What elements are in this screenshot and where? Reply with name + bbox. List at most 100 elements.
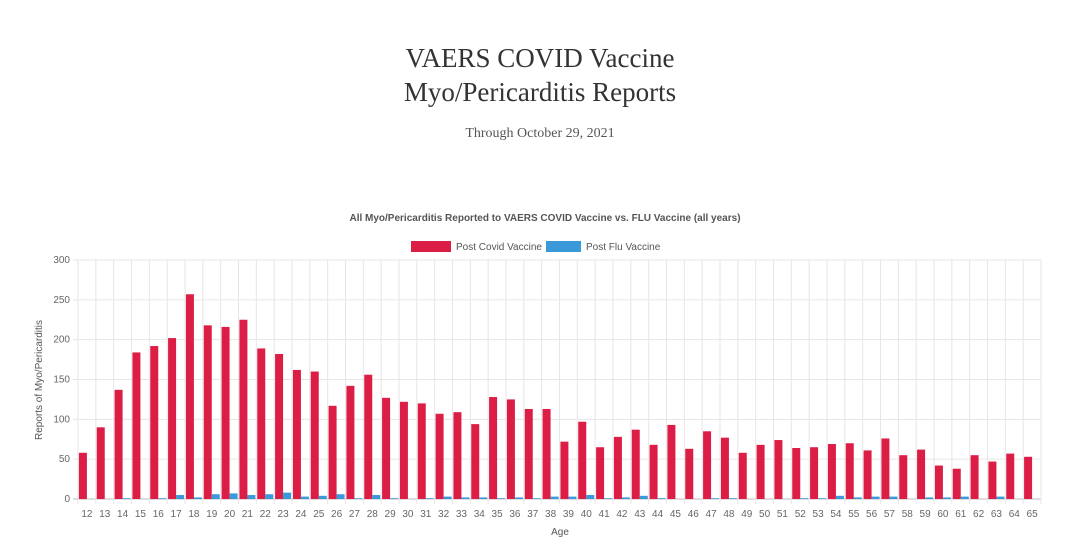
x-tick-label: 22 <box>260 509 272 520</box>
chart-title: All Myo/Pericarditis Reported to VAERS C… <box>349 213 740 224</box>
bar-flu <box>479 497 488 499</box>
bar-covid <box>596 447 605 499</box>
bar-covid <box>738 452 747 499</box>
x-tick-label: 58 <box>902 509 914 520</box>
x-tick-label: 35 <box>492 509 504 520</box>
bar-flu <box>300 496 309 499</box>
x-tick-label: 50 <box>759 509 771 520</box>
x-tick-label: 55 <box>848 509 860 520</box>
bar-flu <box>354 498 363 499</box>
y-axis-label: Reports of Myo/Pericarditis <box>34 320 45 440</box>
bar-flu <box>835 495 844 499</box>
bar-covid <box>863 450 872 499</box>
x-tick-label: 44 <box>652 509 664 520</box>
legend-label-flu: Post Flu Vaccine <box>586 242 661 253</box>
x-tick-label: 59 <box>920 509 932 520</box>
x-tick-label: 28 <box>367 509 379 520</box>
bar-flu <box>390 498 399 499</box>
x-tick-label: 45 <box>670 509 682 520</box>
bar-covid <box>150 346 159 499</box>
bar-flu <box>211 494 220 499</box>
y-tick-label: 250 <box>53 295 70 306</box>
x-tick-label: 21 <box>242 509 254 520</box>
x-tick-label: 60 <box>937 509 949 520</box>
x-tick-label: 31 <box>420 509 432 520</box>
x-tick-label: 15 <box>135 509 147 520</box>
x-tick-label: 41 <box>599 509 611 520</box>
bar-flu <box>639 495 648 499</box>
bar-flu <box>176 495 185 499</box>
bar-covid <box>471 424 480 499</box>
bar-flu <box>889 496 898 499</box>
x-tick-label: 34 <box>474 509 486 520</box>
x-tick-label: 33 <box>456 509 468 520</box>
x-tick-label: 54 <box>830 509 842 520</box>
bar-covid <box>185 294 194 499</box>
bar-flu <box>122 498 131 499</box>
bar-covid <box>613 436 622 499</box>
x-tick-label: 19 <box>206 509 218 520</box>
bar-covid <box>132 352 141 499</box>
x-tick-label: 43 <box>634 509 646 520</box>
bar-covid <box>506 399 515 499</box>
x-tick-label: 61 <box>955 509 967 520</box>
x-tick-label: 46 <box>688 509 700 520</box>
bar-flu <box>604 498 613 499</box>
bar-flu <box>586 495 595 499</box>
x-tick-label: 49 <box>741 509 753 520</box>
bar-covid <box>292 369 301 499</box>
legend-item-flu[interactable]: Post Flu Vaccine <box>546 241 661 253</box>
bar-flu <box>193 497 202 499</box>
x-tick-label: 25 <box>313 509 325 520</box>
x-tick-label: 27 <box>349 509 361 520</box>
bar-covid <box>382 397 391 499</box>
x-tick-label: 52 <box>795 509 807 520</box>
bar-covid <box>827 444 836 499</box>
bar-covid <box>934 465 943 499</box>
bar-covid <box>257 348 266 499</box>
x-tick-label: 39 <box>563 509 575 520</box>
x-tick-label: 14 <box>117 509 129 520</box>
bar-flu <box>728 498 737 499</box>
bar-flu <box>372 495 381 499</box>
bar-covid <box>203 325 212 499</box>
y-tick-label: 300 <box>53 255 70 266</box>
x-tick-label: 51 <box>777 509 789 520</box>
x-tick-label: 30 <box>402 509 414 520</box>
y-tick-label: 0 <box>64 494 70 505</box>
x-tick-label: 24 <box>295 509 307 520</box>
x-tick-label: 12 <box>81 509 93 520</box>
bar-flu <box>461 497 470 499</box>
legend: Post Covid Vaccine Post Flu Vaccine <box>411 241 661 253</box>
legend-item-covid[interactable]: Post Covid Vaccine <box>411 241 542 253</box>
bar-covid <box>1006 453 1015 499</box>
y-tick-label: 150 <box>53 375 70 386</box>
bar-flu <box>942 497 951 499</box>
bar-covid <box>275 354 284 499</box>
bar-flu <box>443 496 452 499</box>
bar-covid <box>310 371 319 499</box>
bar-covid <box>168 338 177 499</box>
bar-flu <box>283 492 292 499</box>
bar-covid <box>114 389 123 499</box>
page-title-line2: Myo/Pericarditis Reports <box>403 77 677 107</box>
bar-covid <box>845 443 854 499</box>
x-tick-label: 65 <box>1027 509 1039 520</box>
bar-covid <box>685 448 694 499</box>
bar-flu <box>336 494 345 499</box>
y-tick-label: 50 <box>59 454 71 465</box>
x-tick-label: 47 <box>706 509 718 520</box>
x-tick-label: 53 <box>813 509 825 520</box>
bar-flu <box>568 496 577 499</box>
x-tick-label: 26 <box>331 509 343 520</box>
bar-flu <box>657 498 666 499</box>
bar-flu <box>265 494 274 499</box>
bar-flu <box>818 498 827 499</box>
bar-covid <box>524 408 533 499</box>
x-tick-label: 13 <box>99 509 111 520</box>
x-tick-label: 36 <box>509 509 521 520</box>
x-tick-label: 37 <box>527 509 539 520</box>
bar-covid <box>328 405 337 499</box>
bar-covid <box>1024 456 1033 499</box>
page-subtitle: Through October 29, 2021 <box>465 126 615 141</box>
